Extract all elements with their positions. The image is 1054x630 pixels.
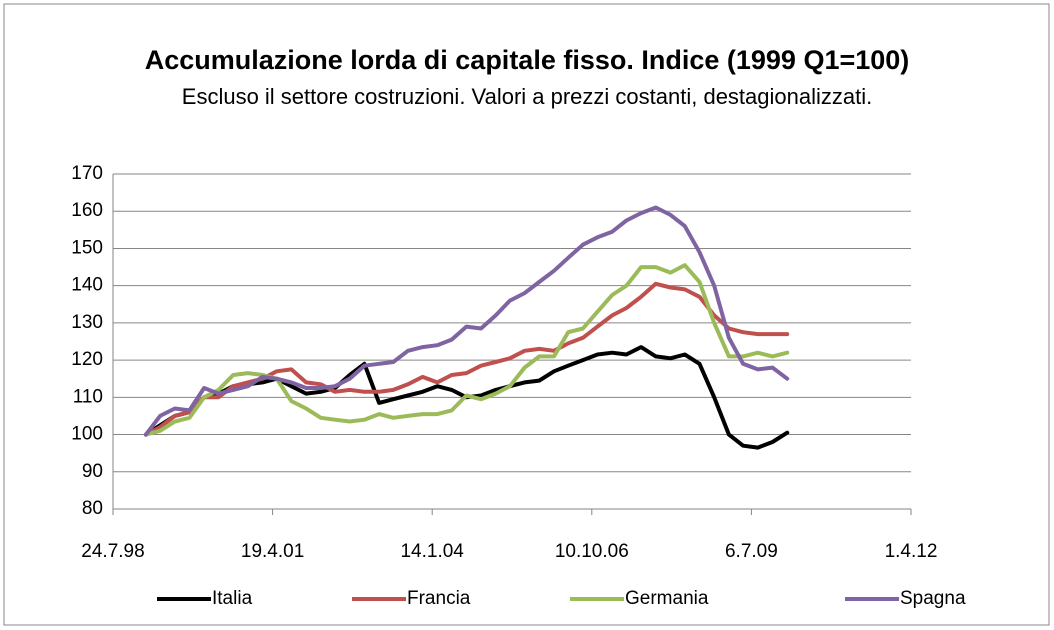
y-tick-label: 160 [71, 200, 103, 221]
x-tick-label: 24.7.98 [81, 541, 144, 562]
y-tick-label: 120 [71, 349, 103, 370]
series-line [143, 205, 790, 437]
y-tick-label: 80 [82, 498, 103, 519]
x-tick-label: 6.7.09 [725, 541, 778, 562]
y-tick-label: 170 [71, 163, 103, 184]
y-tick-label: 110 [73, 386, 103, 407]
x-tick-label: 19.4.01 [241, 541, 304, 562]
x-tick-label: 14.1.04 [400, 541, 464, 562]
legend-label: Italia [212, 588, 253, 609]
legend-label: Spagna [900, 588, 966, 609]
chart-border [3, 3, 1050, 626]
x-tick-label: 1.4.12 [885, 541, 938, 562]
legend-label: Germania [625, 588, 709, 609]
chart-subtitle: Escluso il settore costruzioni. Valori a… [182, 84, 872, 109]
y-tick-label: 130 [71, 312, 103, 333]
y-tick-label: 90 [82, 461, 103, 482]
y-tick-label: 140 [71, 275, 103, 296]
legend-label: Francia [407, 588, 471, 609]
y-tick-label: 150 [71, 237, 103, 258]
chart-title: Accumulazione lorda di capitale fisso. I… [145, 45, 910, 75]
x-tick-label: 10.10.06 [555, 541, 629, 562]
series-line [143, 263, 790, 437]
y-tick-label: 100 [71, 424, 103, 445]
